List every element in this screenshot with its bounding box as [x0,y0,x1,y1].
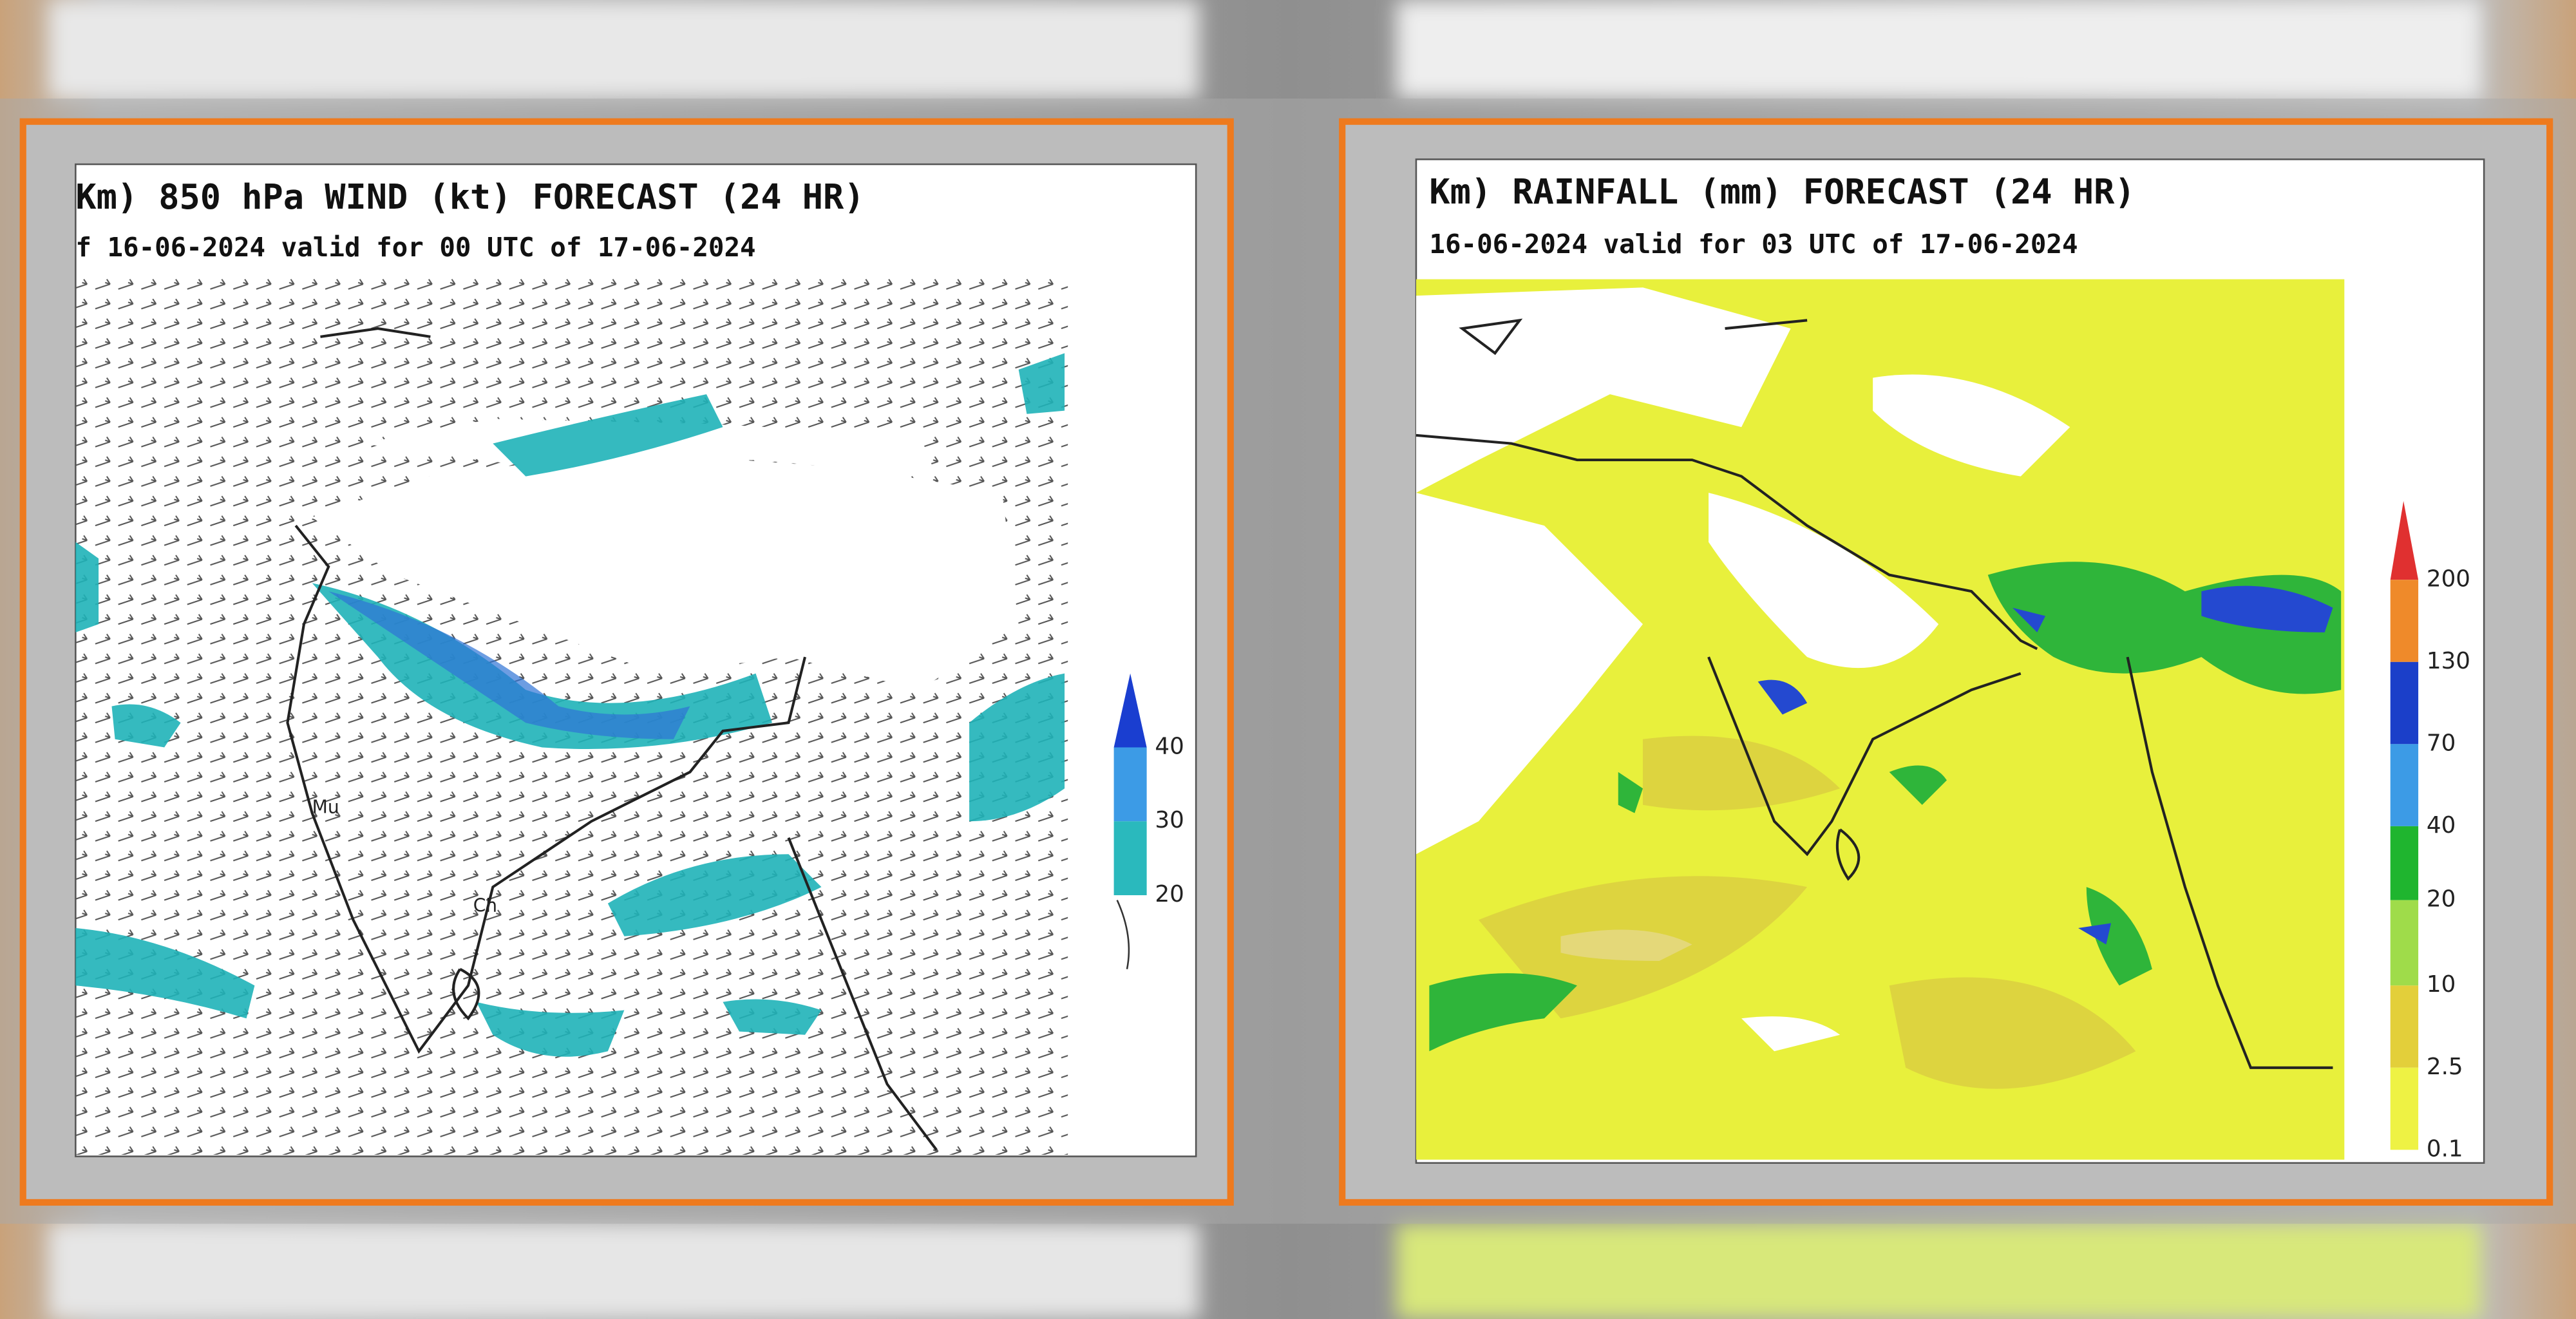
map-title: Km) 850 hPa WIND (kt) FORECAST (24 HR) [75,176,864,217]
map-subtitle: f 16-06-2024 valid for 00 UTC of 17-06-2… [75,232,755,263]
legend-label: 40 [1155,733,1184,759]
blurred-backdrop [49,0,2481,1319]
map-title: Km) RAINFALL (mm) FORECAST (24 HR) [1429,171,2135,212]
rainfall-panel: Km) RAINFALL (mm) FORECAST (24 HR) 16-06… [1339,118,2553,1206]
legend-label: 20 [1155,881,1184,907]
legend-label: 130 [2427,648,2470,674]
legend-label: 0.1 [2427,1135,2463,1162]
legend-label: 2.5 [2427,1054,2463,1080]
legend-label: 200 [2427,565,2470,592]
map [75,276,1068,1155]
legend-label: 10 [2427,971,2456,998]
legend-label: 20 [2427,886,2456,913]
legend-labels: 200 130 70 40 20 10 2.5 0.1 [2427,565,2470,1162]
legend-label: 40 [2427,812,2456,839]
map [1416,279,2345,1160]
colorbar [2390,500,2419,1150]
map-subtitle: 16-06-2024 valid for 03 UTC of 17-06-202… [1429,229,2078,260]
colorbar [1113,673,1147,970]
legend-label: 30 [1155,807,1184,833]
map-label: Mu [312,796,339,817]
wind-panel: Km) 850 hPa WIND (kt) FORECAST (24 HR) f… [19,118,1234,1206]
map-label: Ch [473,895,497,916]
legend-label: 70 [2427,730,2456,756]
